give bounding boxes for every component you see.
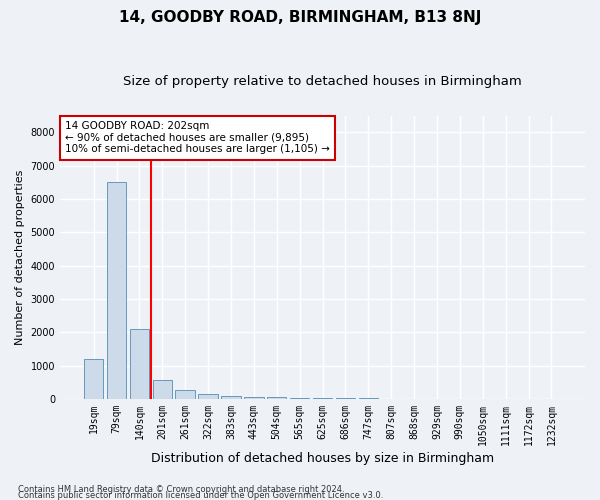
Bar — [221, 396, 241, 399]
X-axis label: Distribution of detached houses by size in Birmingham: Distribution of detached houses by size … — [151, 452, 494, 465]
Bar — [107, 182, 126, 399]
Text: 14 GOODBY ROAD: 202sqm
← 90% of detached houses are smaller (9,895)
10% of semi-: 14 GOODBY ROAD: 202sqm ← 90% of detached… — [65, 121, 330, 154]
Text: Contains HM Land Registry data © Crown copyright and database right 2024.: Contains HM Land Registry data © Crown c… — [18, 484, 344, 494]
Y-axis label: Number of detached properties: Number of detached properties — [15, 170, 25, 345]
Bar — [244, 397, 263, 399]
Text: 14, GOODBY ROAD, BIRMINGHAM, B13 8NJ: 14, GOODBY ROAD, BIRMINGHAM, B13 8NJ — [119, 10, 481, 25]
Bar — [313, 398, 332, 399]
Bar — [335, 398, 355, 399]
Bar — [152, 380, 172, 399]
Bar — [359, 398, 378, 399]
Bar — [84, 359, 103, 399]
Title: Size of property relative to detached houses in Birmingham: Size of property relative to detached ho… — [123, 75, 522, 88]
Bar — [290, 398, 310, 399]
Bar — [130, 329, 149, 399]
Bar — [382, 398, 401, 399]
Bar — [267, 397, 286, 399]
Bar — [175, 390, 195, 399]
Bar — [199, 394, 218, 399]
Text: Contains public sector information licensed under the Open Government Licence v3: Contains public sector information licen… — [18, 490, 383, 500]
